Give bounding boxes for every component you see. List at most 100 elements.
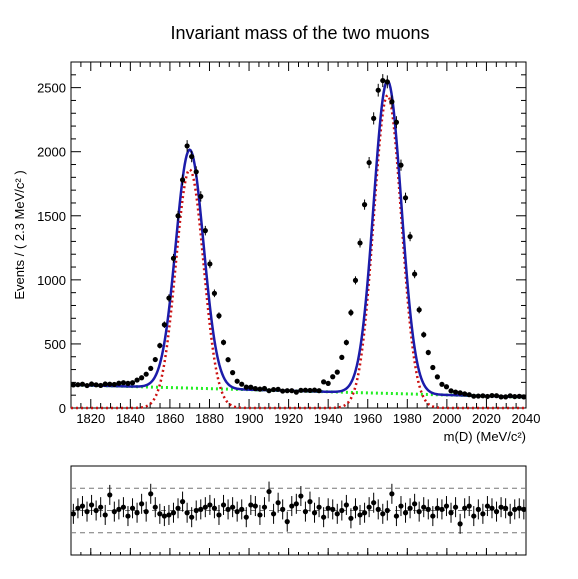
data-point: [193, 169, 199, 175]
pull-point: [148, 491, 154, 497]
data-point: [293, 389, 299, 395]
data-point: [129, 380, 136, 386]
data-point: [402, 195, 409, 201]
data-point: [357, 240, 363, 246]
pull-point: [498, 504, 504, 510]
data-point: [230, 370, 236, 376]
pull-point: [248, 502, 254, 508]
pull-point: [79, 503, 86, 509]
data-point: [202, 228, 208, 234]
pull-point: [457, 521, 463, 527]
data-point: [375, 87, 381, 93]
pull-point: [198, 506, 204, 512]
pull-point: [311, 510, 318, 516]
data-point: [507, 393, 513, 399]
pull-point: [239, 506, 245, 512]
data-point: [84, 382, 90, 389]
pull-point: [480, 511, 486, 517]
data-point: [343, 339, 349, 346]
data-point: [266, 388, 272, 394]
data-point: [311, 387, 318, 393]
data-point: [175, 213, 181, 219]
data-point: [452, 389, 459, 395]
data-point: [380, 77, 386, 84]
data-point: [430, 364, 436, 371]
x-tick-label: 1940: [314, 411, 343, 426]
pull-point: [503, 505, 509, 511]
data-point: [325, 380, 331, 386]
pull-point: [293, 501, 299, 507]
pull-point: [139, 501, 145, 507]
data-point: [443, 384, 450, 390]
data-point: [321, 379, 327, 385]
y-tick-label: 1000: [37, 273, 66, 288]
pull-point: [412, 501, 418, 507]
pull-point: [202, 504, 208, 510]
pull-point: [475, 506, 481, 512]
data-point: [184, 143, 190, 149]
pull-point: [471, 513, 477, 519]
data-point: [302, 387, 309, 393]
y-tick-label: 2500: [37, 81, 66, 96]
main-tick-labels: 1820 1840 1860 1880 1900 1920 1940 1960 1980 2000…: [37, 81, 540, 426]
pull-point: [234, 509, 240, 515]
pull-point: [102, 512, 108, 518]
pull-point: [448, 510, 454, 516]
y-tick-label: 0: [59, 401, 66, 416]
pull-point: [489, 505, 495, 511]
pull-point: [407, 505, 413, 511]
data-point: [248, 384, 254, 390]
data-point: [225, 357, 231, 363]
data-point: [216, 313, 222, 319]
pull-point: [220, 502, 227, 508]
data-point: [361, 202, 368, 208]
x-tick-label: 1920: [274, 411, 303, 426]
data-point: [493, 393, 500, 399]
pull-point: [357, 512, 363, 518]
data-point: [512, 393, 518, 400]
pull-point: [88, 502, 95, 508]
x-tick-label: 1980: [393, 411, 422, 426]
pull-point: [284, 519, 290, 525]
y-tick-label: 500: [44, 337, 66, 352]
pull-point: [298, 493, 304, 499]
background-fit-curve: [70, 383, 527, 399]
pull-point: [134, 510, 140, 516]
pull-point: [261, 504, 268, 510]
pull-point: [157, 511, 163, 517]
pull-point: [371, 500, 377, 506]
pull-point: [243, 514, 249, 520]
pull-point: [398, 503, 404, 509]
pull-point: [348, 515, 354, 521]
pull-point: [225, 506, 231, 512]
pull-point: [230, 504, 236, 510]
pull-point: [352, 505, 359, 511]
y-tick-label: 1500: [37, 209, 66, 224]
data-point: [480, 393, 486, 399]
x-tick-label: 2000: [432, 411, 461, 426]
pull-point: [257, 512, 263, 518]
data-point: [198, 193, 204, 200]
pull-point: [280, 506, 286, 512]
pull-point: [175, 505, 181, 511]
pull-plot: [70, 465, 527, 556]
pull-point: [321, 514, 327, 520]
pull-point: [521, 506, 527, 512]
pull-point: [166, 512, 172, 518]
data-point: [157, 342, 163, 349]
data-point: [371, 115, 377, 121]
data-point: [393, 119, 400, 125]
data-point: [161, 322, 167, 328]
data-point: [220, 339, 227, 345]
data-point: [339, 354, 345, 360]
data-point: [516, 393, 522, 399]
pull-point: [84, 509, 90, 515]
pull-point: [266, 488, 272, 495]
data-point: [170, 255, 177, 261]
main-tick-marks: [70, 62, 527, 409]
data-point: [434, 374, 440, 380]
data-point: [421, 332, 427, 338]
data-points: [70, 74, 527, 400]
data-point: [366, 159, 372, 166]
data-point: [270, 386, 277, 393]
